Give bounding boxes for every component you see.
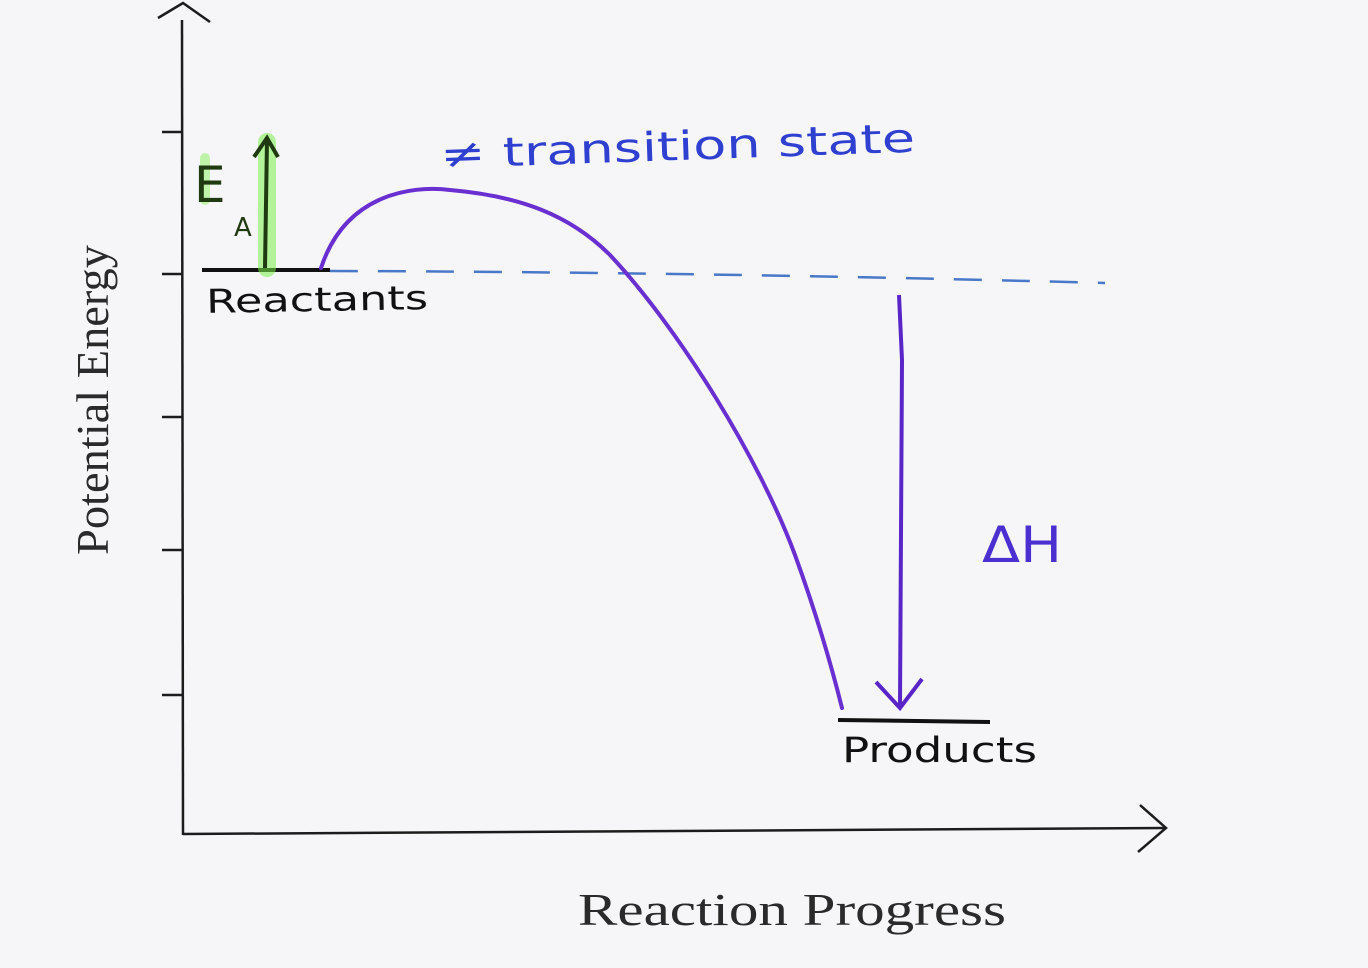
products-level: Products <box>837 718 1037 771</box>
reactant-energy-dashed-line <box>329 269 1106 285</box>
y-axis-ticks <box>162 130 183 697</box>
y-axis-line <box>180 19 185 836</box>
products-label: Products <box>842 731 1037 771</box>
y-axis-label: Potential Energy <box>67 245 118 555</box>
activation-energy-subscript: A <box>234 213 252 243</box>
activation-energy: E A <box>194 133 280 277</box>
enthalpy-change: ΔH <box>874 294 1062 712</box>
reaction-energy-curve <box>319 186 844 710</box>
products-line <box>837 718 991 724</box>
axes: Potential Energy Reaction Progress <box>67 1 1168 935</box>
activation-arrow-head-icon <box>252 134 280 159</box>
x-axis-arrow-icon <box>1137 804 1168 853</box>
enthalpy-arrow-shaft <box>897 294 905 706</box>
reactants-label: Reactants <box>206 278 429 321</box>
x-axis-line <box>182 826 1166 836</box>
transition-state-label: ≠ transition state <box>439 116 915 179</box>
enthalpy-arrow-head-icon <box>874 677 924 712</box>
activation-energy-e: E <box>194 156 226 214</box>
enthalpy-label: ΔH <box>982 516 1062 574</box>
x-axis-label: Reaction Progress <box>578 884 1006 935</box>
activation-arrow-shaft <box>263 139 269 269</box>
y-axis-arrow-icon <box>157 1 211 24</box>
reactants-level: Reactants <box>202 268 429 321</box>
